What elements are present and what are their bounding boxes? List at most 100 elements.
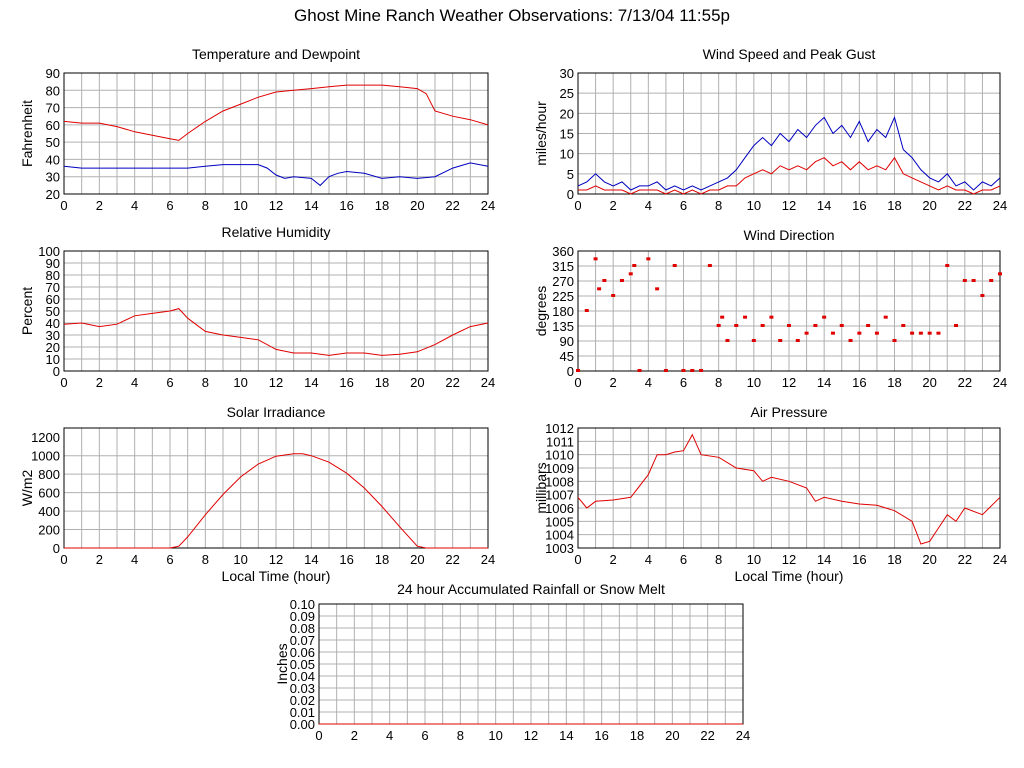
chart-rain: 24 hour Accumulated Rainfall or Snow Mel… xyxy=(274,581,750,743)
y-tick-label: 0.04 xyxy=(290,669,315,684)
data-point xyxy=(962,279,967,282)
x-tick-label: 14 xyxy=(817,198,831,213)
x-tick-label: 0 xyxy=(60,552,67,567)
data-point xyxy=(769,315,774,319)
x-tick-label: 20 xyxy=(922,198,936,213)
x-tick-label: 14 xyxy=(304,552,318,567)
data-point xyxy=(707,264,712,267)
y-axis-label: Inches xyxy=(274,643,290,684)
y-tick-label: 30 xyxy=(46,328,60,343)
x-tick-label: 10 xyxy=(747,552,761,567)
data-point xyxy=(646,257,651,261)
series-line xyxy=(577,433,1001,545)
x-tick-label: 8 xyxy=(202,375,209,390)
y-tick-label: 0.05 xyxy=(290,657,315,672)
x-tick-label: 24 xyxy=(993,375,1007,390)
y-tick-label: 60 xyxy=(46,292,60,307)
x-tick-label: 6 xyxy=(166,375,173,390)
series-line xyxy=(578,156,1001,195)
data-point xyxy=(628,272,633,276)
y-tick-label: 1007 xyxy=(545,488,574,503)
x-tick-label: 22 xyxy=(958,552,972,567)
x-tick-label: 0 xyxy=(574,375,581,390)
y-tick-label: 1010 xyxy=(545,448,574,463)
data-point xyxy=(584,309,589,312)
x-tick-label: 2 xyxy=(610,375,617,390)
x-tick-label: 10 xyxy=(488,728,502,743)
x-tick-label: 12 xyxy=(782,198,796,213)
y-tick-label: 80 xyxy=(46,268,60,283)
x-tick-label: 20 xyxy=(922,375,936,390)
x-tick-label: 0 xyxy=(315,728,322,743)
series-line xyxy=(63,162,489,187)
x-tick-label: 10 xyxy=(233,375,247,390)
data-point xyxy=(998,272,1002,276)
y-tick-label: 40 xyxy=(46,316,60,331)
x-tick-label: 20 xyxy=(410,375,424,390)
x-tick-label: 12 xyxy=(269,198,283,213)
data-point xyxy=(945,264,950,267)
x-tick-label: 22 xyxy=(445,552,459,567)
plot-frame xyxy=(577,427,1001,549)
y-tick-label: 0 xyxy=(567,187,574,202)
data-point xyxy=(910,331,915,335)
x-tick-label: 22 xyxy=(445,375,459,390)
y-tick-label: 20 xyxy=(560,106,574,121)
data-point xyxy=(734,324,739,327)
chart-title: Wind Direction xyxy=(743,227,834,243)
y-tick-label: 70 xyxy=(46,101,60,116)
y-tick-label: 50 xyxy=(46,304,60,319)
data-point xyxy=(760,324,765,327)
y-tick-label: 20 xyxy=(46,187,60,202)
y-tick-label: 225 xyxy=(552,289,574,304)
y-tick-label: 800 xyxy=(38,467,60,482)
x-axis-label: Local Time (hour) xyxy=(222,568,331,584)
x-tick-label: 20 xyxy=(410,198,424,213)
y-tick-label: 0 xyxy=(567,364,574,379)
x-tick-label: 24 xyxy=(481,198,495,213)
y-tick-label: 1003 xyxy=(545,541,574,556)
y-tick-label: 30 xyxy=(46,170,60,185)
y-tick-label: 5 xyxy=(567,167,574,182)
data-point xyxy=(632,264,637,267)
x-tick-label: 2 xyxy=(96,375,103,390)
page-title: Ghost Mine Ranch Weather Observations: 7… xyxy=(294,6,730,25)
x-tick-label: 22 xyxy=(445,198,459,213)
y-tick-label: 40 xyxy=(46,152,60,167)
x-tick-label: 12 xyxy=(269,375,283,390)
data-point xyxy=(619,279,624,282)
chart-temp: Temperature and Dewpoint2030405060708090… xyxy=(19,46,495,213)
data-point xyxy=(954,324,959,327)
y-tick-label: 600 xyxy=(38,486,60,501)
y-tick-label: 0.01 xyxy=(290,705,315,720)
y-tick-label: 10 xyxy=(560,147,574,162)
x-tick-label: 10 xyxy=(233,198,247,213)
y-tick-label: 15 xyxy=(560,127,574,142)
data-point xyxy=(918,331,923,335)
x-tick-label: 4 xyxy=(131,198,138,213)
data-point xyxy=(892,339,897,342)
y-axis-label: millibars xyxy=(533,462,549,513)
y-tick-label: 0.06 xyxy=(290,645,315,660)
y-tick-label: 400 xyxy=(38,504,60,519)
data-point xyxy=(743,315,748,319)
data-point xyxy=(989,279,994,282)
data-point xyxy=(593,257,598,261)
x-tick-label: 2 xyxy=(96,198,103,213)
data-point xyxy=(936,331,941,335)
plot-frame xyxy=(63,250,489,372)
data-point xyxy=(716,324,721,327)
x-tick-label: 16 xyxy=(852,375,866,390)
x-tick-label: 16 xyxy=(852,198,866,213)
x-tick-label: 24 xyxy=(481,375,495,390)
x-tick-label: 22 xyxy=(958,375,972,390)
data-point xyxy=(830,331,835,335)
y-axis-label: degrees xyxy=(533,286,549,337)
y-tick-label: 20 xyxy=(46,340,60,355)
x-tick-label: 4 xyxy=(645,198,652,213)
x-tick-label: 0 xyxy=(574,198,581,213)
x-tick-label: 4 xyxy=(645,552,652,567)
x-tick-label: 8 xyxy=(715,552,722,567)
x-tick-label: 14 xyxy=(304,375,318,390)
